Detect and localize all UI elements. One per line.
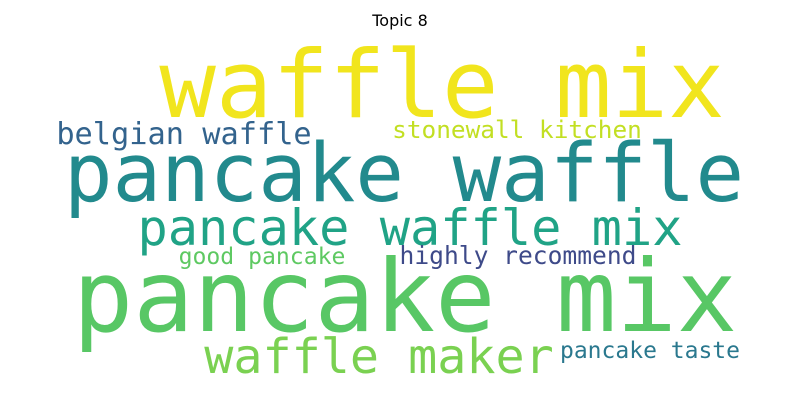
word-waffle-mix: waffle mix xyxy=(159,31,724,140)
word-belgian-waffle: belgian waffle xyxy=(56,117,311,152)
word-pancake-taste: pancake taste xyxy=(560,338,740,364)
word-good-pancake: good pancake xyxy=(179,244,346,270)
word-waffle-maker: waffle maker xyxy=(204,329,554,385)
word-highly-recommend: highly recommend xyxy=(400,241,637,270)
word-stonewall-kitchen: stonewall kitchen xyxy=(392,115,642,144)
word-pancake-waffle-mix: pancake waffle mix xyxy=(137,198,682,257)
word-pancake-waffle: pancake waffle xyxy=(64,127,744,221)
word-pancake-mix: pancake mix xyxy=(73,238,737,355)
chart-title: Topic 8 xyxy=(372,11,428,30)
